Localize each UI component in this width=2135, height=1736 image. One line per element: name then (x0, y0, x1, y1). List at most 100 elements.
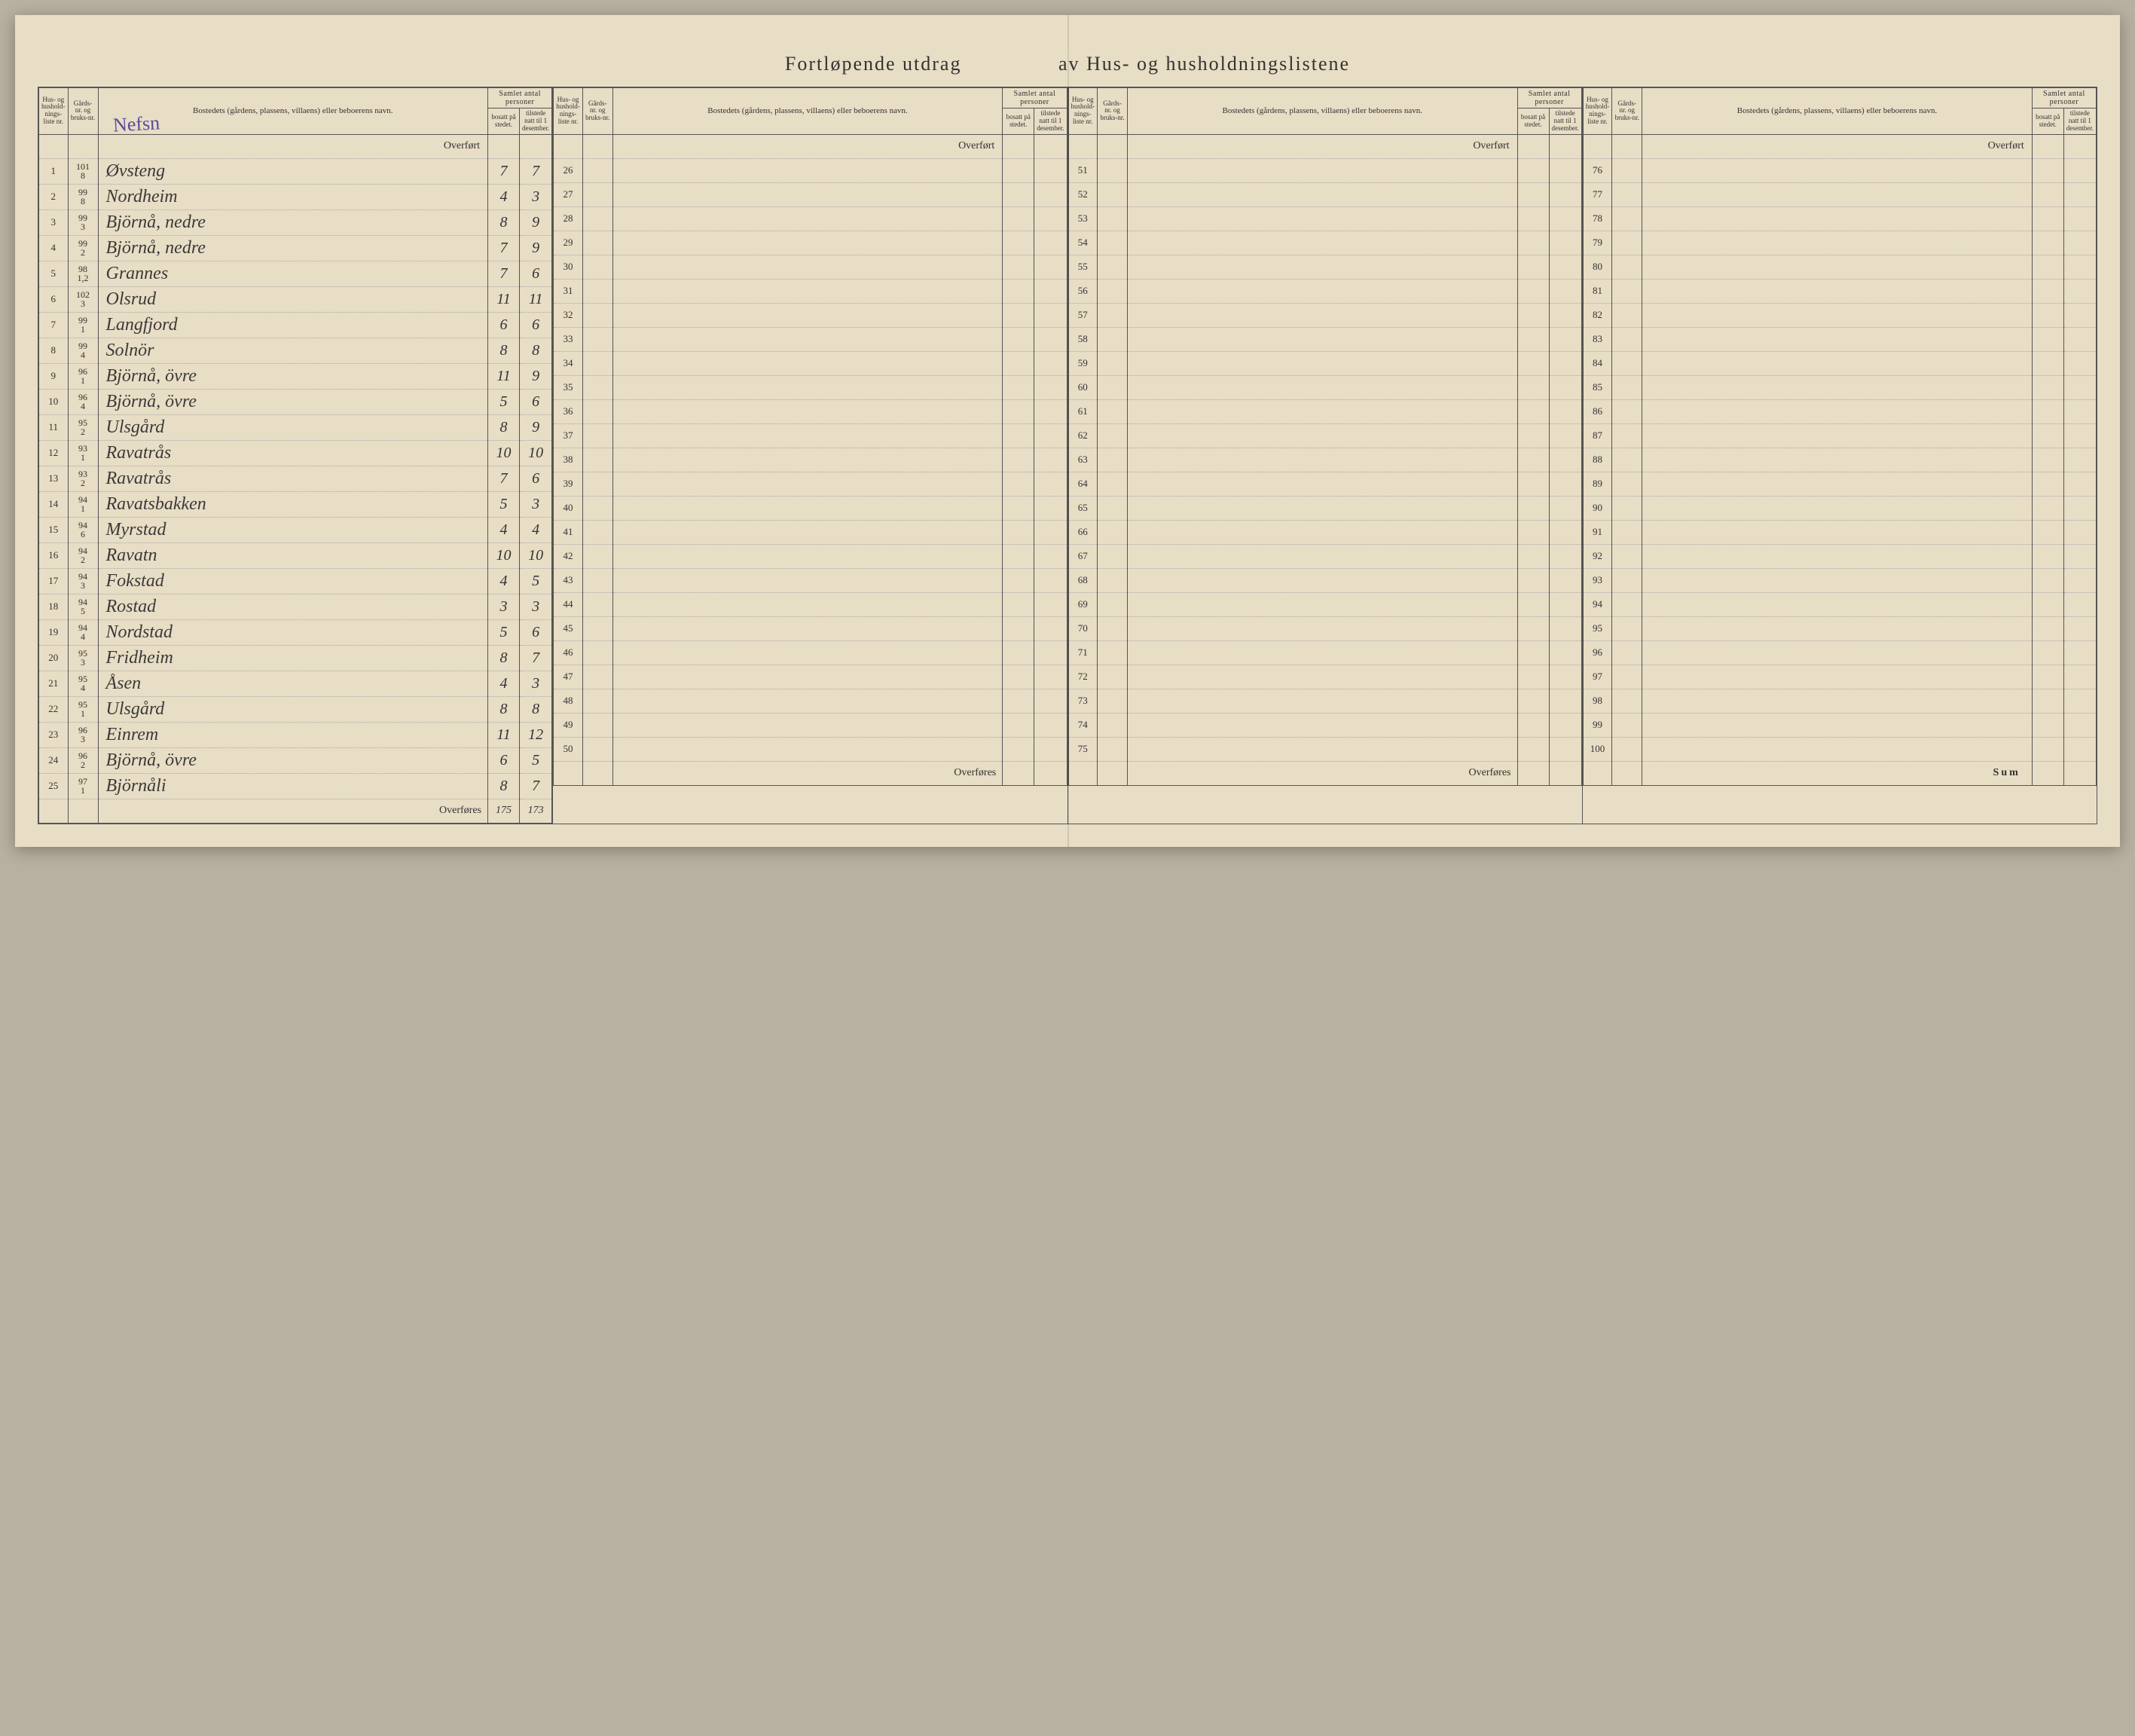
bosatt-count: 8 (488, 773, 520, 799)
row-number: 22 (39, 696, 69, 722)
row-number: 73 (1068, 689, 1098, 713)
table-row: 99 (1583, 713, 2096, 737)
overfort-row: Overført (1068, 134, 1581, 158)
bosted-name: Olsrud (98, 286, 488, 312)
row-number: 54 (1068, 231, 1098, 255)
row-number: 52 (1068, 182, 1098, 206)
row-number: 14 (39, 491, 69, 517)
bosatt-count: 5 (488, 491, 520, 517)
tilstede-count: 6 (520, 619, 552, 645)
row-number: 28 (554, 206, 583, 231)
row-number: 41 (554, 520, 583, 544)
row-number: 36 (554, 399, 583, 423)
bosted-name: Björnå, nedre (98, 209, 488, 235)
table-row: 80 (1583, 255, 2096, 279)
row-number: 97 (1583, 665, 1612, 689)
title-left: Fortløpende utdrag (785, 53, 1007, 75)
tilstede-count: 4 (520, 517, 552, 542)
table-row: 23963Einrem1112 (39, 722, 552, 747)
bosatt-count: 6 (488, 312, 520, 338)
table-row: 29 (554, 231, 1067, 255)
row-number: 74 (1068, 713, 1098, 737)
tilstede-count: 11 (520, 286, 552, 312)
table-row: 15946Myrstad44 (39, 517, 552, 542)
row-number: 61 (1068, 399, 1098, 423)
table-row: 70 (1068, 616, 1581, 640)
row-number: 31 (554, 279, 583, 303)
row-number: 7 (39, 312, 69, 338)
hdr-bosatt: bosatt på stedet. (1517, 108, 1549, 135)
hdr-gards: Gårds-nr. og bruks-nr. (1098, 88, 1128, 135)
table-row: 18945Rostad33 (39, 594, 552, 619)
row-number: 66 (1068, 520, 1098, 544)
row-number: 4 (39, 235, 69, 261)
table-row: 35 (554, 375, 1067, 399)
table-row: 100 (1583, 737, 2096, 761)
table-row: 9961Björnå, övre119 (39, 363, 552, 389)
row-number: 32 (554, 303, 583, 327)
hdr-tilstede: tilstede natt til 1 desember. (2063, 108, 2096, 135)
table-row: 43 (554, 568, 1067, 592)
row-number: 55 (1068, 255, 1098, 279)
row-number: 33 (554, 327, 583, 351)
row-number: 72 (1068, 665, 1098, 689)
row-number: 35 (554, 375, 583, 399)
hdr-liste: Hus- og hushold-nings-liste nr. (39, 88, 69, 135)
table-row: 61023Olsrud1111 (39, 286, 552, 312)
row-number: 80 (1583, 255, 1612, 279)
row-number: 86 (1583, 399, 1612, 423)
gard-number: 971 (68, 773, 98, 799)
table-row: 68 (1068, 568, 1581, 592)
tbody-1: Overført11018Øvsteng772998Nordheim433993… (39, 134, 552, 823)
row-number: 81 (1583, 279, 1612, 303)
panel-2: Hus- og hushold-nings-liste nr. Gårds-nr… (553, 87, 1068, 824)
row-number: 10 (39, 389, 69, 414)
bosted-name: Björnå, nedre (98, 235, 488, 261)
row-number: 67 (1068, 544, 1098, 568)
bosted-name: Ravatrås (98, 440, 488, 466)
bosted-name: Rostad (98, 594, 488, 619)
table-row: 79 (1583, 231, 2096, 255)
table-row: 8994Solnör88 (39, 338, 552, 363)
row-number: 37 (554, 423, 583, 448)
table-row: 74 (1068, 713, 1581, 737)
row-number: 90 (1583, 496, 1612, 520)
gard-number: 953 (68, 645, 98, 671)
table-row: 28 (554, 206, 1067, 231)
hdr-gards: Gårds-nr. og bruks-nr. (582, 88, 612, 135)
hdr-samlet: Samlet antal personer (1517, 88, 1581, 108)
tbody-3: Overført51525354555657585960616263646566… (1068, 134, 1581, 785)
tilstede-count: 3 (520, 671, 552, 696)
bosatt-count: 11 (488, 722, 520, 747)
table-row: 94 (1583, 592, 2096, 616)
overfort-row: Overført (39, 134, 552, 158)
table-row: 41 (554, 520, 1067, 544)
table-row: 97 (1583, 665, 2096, 689)
row-number: 84 (1583, 351, 1612, 375)
table-row: 38 (554, 448, 1067, 472)
bosatt-count: 10 (488, 440, 520, 466)
table-row: 39 (554, 472, 1067, 496)
row-number: 56 (1068, 279, 1098, 303)
bosted-name: Björnåli (98, 773, 488, 799)
census-ledger-page: Nefsn Fortløpende utdrag av Hus- og hush… (15, 15, 2120, 847)
row-number: 50 (554, 737, 583, 761)
title-right: av Hus- og husholdningslistene (1013, 53, 1350, 75)
ledger-table-4: Hus- og hushold-nings-liste nr. Gårds-nr… (1583, 87, 2097, 786)
table-row: 76 (1583, 158, 2096, 182)
gard-number: 931 (68, 440, 98, 466)
row-number: 88 (1583, 448, 1612, 472)
table-row: 7991Langfjord66 (39, 312, 552, 338)
bosted-name: Ravatn (98, 542, 488, 568)
overfort-label: Overført (98, 134, 488, 158)
row-number: 85 (1583, 375, 1612, 399)
row-number: 18 (39, 594, 69, 619)
footer-label: Overføres (612, 761, 1003, 785)
row-number: 47 (554, 665, 583, 689)
hdr-bosatt: bosatt på stedet. (488, 108, 520, 135)
table-row: 10964Björnå, övre56 (39, 389, 552, 414)
bosatt-count: 7 (488, 235, 520, 261)
table-row: 16942Ravatn1010 (39, 542, 552, 568)
table-row: 85 (1583, 375, 2096, 399)
row-number: 51 (1068, 158, 1098, 182)
